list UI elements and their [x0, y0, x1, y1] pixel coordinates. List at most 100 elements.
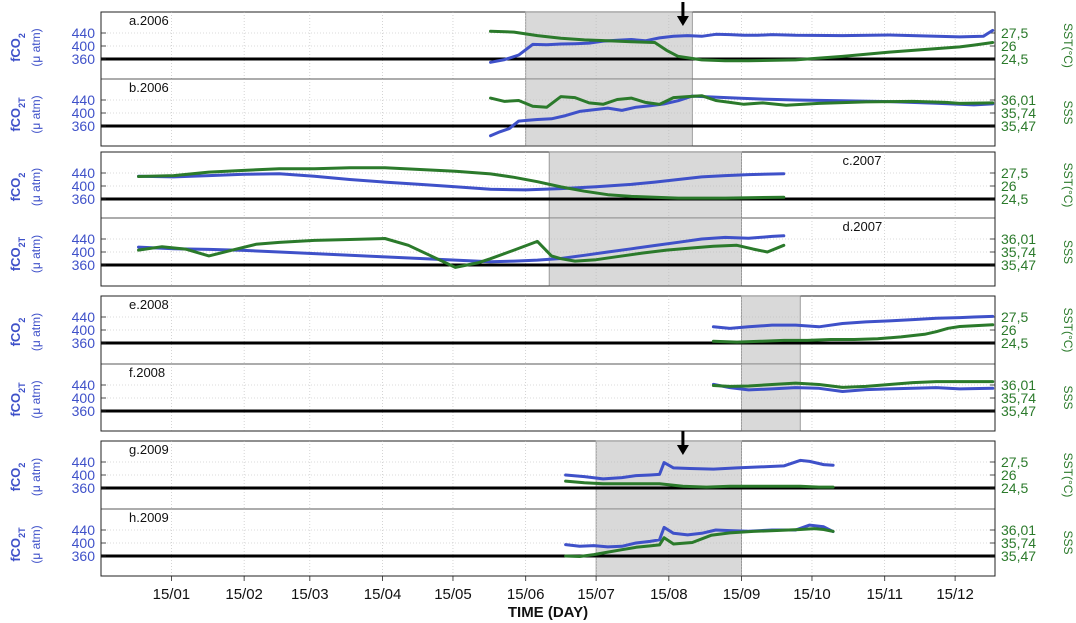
right-axis-label: SST(°C): [1061, 23, 1075, 68]
left-tick-label: 440: [72, 25, 96, 41]
left-axis-label: fCO2: [8, 463, 27, 492]
green-series-line: [564, 479, 835, 489]
right-tick-label: 35,74: [1001, 244, 1036, 260]
right-tick-label: 27,5: [1001, 454, 1028, 470]
left-axis-label: fCO2: [8, 318, 27, 347]
panel-label: g.2009: [129, 442, 169, 457]
right-axis-label: SSS: [1061, 385, 1075, 409]
left-tick-label: 360: [72, 191, 96, 207]
right-tick-label: 26: [1001, 178, 1017, 194]
left-tick-label: 360: [72, 118, 96, 134]
left-axis-label: fCO2: [8, 173, 27, 202]
left-tick-label: 440: [72, 231, 96, 247]
right-axis-label: SST(°C): [1061, 308, 1075, 353]
right-axis-label: SST(°C): [1061, 453, 1075, 498]
x-tick-label: 15/05: [434, 586, 472, 603]
fco2-series-line: [711, 314, 995, 330]
left-tick-label: 360: [72, 403, 96, 419]
right-tick-label: 27,5: [1001, 25, 1028, 41]
left-tick-label: 360: [72, 548, 96, 564]
left-tick-label: 400: [72, 467, 96, 483]
x-axis-title: TIME (DAY): [508, 604, 588, 621]
green-series-line: [489, 29, 995, 63]
left-tick-label: 360: [72, 335, 96, 351]
left-axis-unit: (μ atm): [29, 380, 43, 418]
right-tick-label: 35,47: [1001, 257, 1036, 273]
panel-label: d.2007: [842, 219, 882, 234]
right-tick-label: 36,01: [1001, 377, 1036, 393]
x-tick-label: 15/04: [364, 586, 402, 603]
left-axis-unit: (μ atm): [29, 28, 43, 66]
right-tick-label: 35,74: [1001, 535, 1036, 551]
x-tick-label: 15/01: [153, 586, 191, 603]
right-tick-label: 35,47: [1001, 548, 1036, 564]
left-tick-label: 400: [72, 535, 96, 551]
arrow-head: [676, 16, 689, 26]
x-tick-label: 15/03: [291, 586, 329, 603]
right-tick-label: 24,5: [1001, 335, 1028, 351]
left-tick-label: 440: [72, 454, 96, 470]
left-axis-label: fCO2: [8, 33, 27, 62]
left-tick-label: 400: [72, 322, 96, 338]
x-tick-label: 15/06: [507, 586, 545, 603]
left-tick-label: 360: [72, 257, 96, 273]
x-tick-label: 15/08: [650, 586, 688, 603]
left-axis-label: fCO2T: [8, 382, 27, 417]
right-tick-label: 24,5: [1001, 191, 1028, 207]
green-series-line: [489, 94, 995, 109]
right-tick-label: 35,47: [1001, 403, 1036, 419]
fco2-series-line: [489, 94, 995, 138]
left-axis-unit: (μ atm): [29, 235, 43, 273]
green-series-line: [711, 380, 995, 389]
x-tick-label: 15/09: [723, 586, 761, 603]
right-axis-label: SSS: [1061, 530, 1075, 554]
fco2-series-line: [711, 382, 995, 393]
right-tick-label: 36,01: [1001, 522, 1036, 538]
right-tick-label: 26: [1001, 467, 1017, 483]
green-series-line: [564, 527, 835, 558]
panel-label: h.2009: [129, 510, 169, 525]
right-tick-label: 24,5: [1001, 480, 1028, 496]
right-tick-label: 24,5: [1001, 51, 1028, 67]
right-axis-label: SSS: [1061, 100, 1075, 124]
right-tick-label: 27,5: [1001, 165, 1028, 181]
left-tick-label: 360: [72, 480, 96, 496]
green-series-line: [137, 166, 786, 200]
fco2-series-line: [489, 28, 995, 64]
right-tick-label: 36,01: [1001, 231, 1036, 247]
fco2-series-line: [137, 172, 786, 192]
left-tick-label: 400: [72, 390, 96, 406]
x-tick-label: 15/02: [225, 586, 263, 603]
fco2-series-line: [137, 234, 786, 264]
left-tick-label: 440: [72, 377, 96, 393]
panel-label: f.2008: [129, 365, 165, 380]
left-axis-label: fCO2T: [8, 97, 27, 132]
left-tick-label: 400: [72, 178, 96, 194]
x-tick-label: 15/12: [936, 586, 974, 603]
x-tick-label: 15/07: [577, 586, 615, 603]
right-tick-label: 35,47: [1001, 118, 1036, 134]
right-axis-label: SSS: [1061, 240, 1075, 264]
left-tick-label: 400: [72, 244, 96, 260]
panel-label: a.2006: [129, 13, 169, 28]
right-tick-label: 26: [1001, 38, 1017, 54]
left-tick-label: 440: [72, 165, 96, 181]
left-axis-label: fCO2T: [8, 236, 27, 271]
arrow-head: [676, 445, 689, 455]
right-tick-label: 35,74: [1001, 105, 1036, 121]
shaded-period: [525, 78, 693, 147]
left-axis-label: fCO2T: [8, 527, 27, 562]
right-tick-label: 26: [1001, 322, 1017, 338]
left-tick-label: 360: [72, 51, 96, 67]
x-tick-label: 15/11: [866, 586, 902, 603]
left-tick-label: 400: [72, 105, 96, 121]
left-tick-label: 440: [72, 522, 96, 538]
left-tick-label: 440: [72, 309, 96, 325]
